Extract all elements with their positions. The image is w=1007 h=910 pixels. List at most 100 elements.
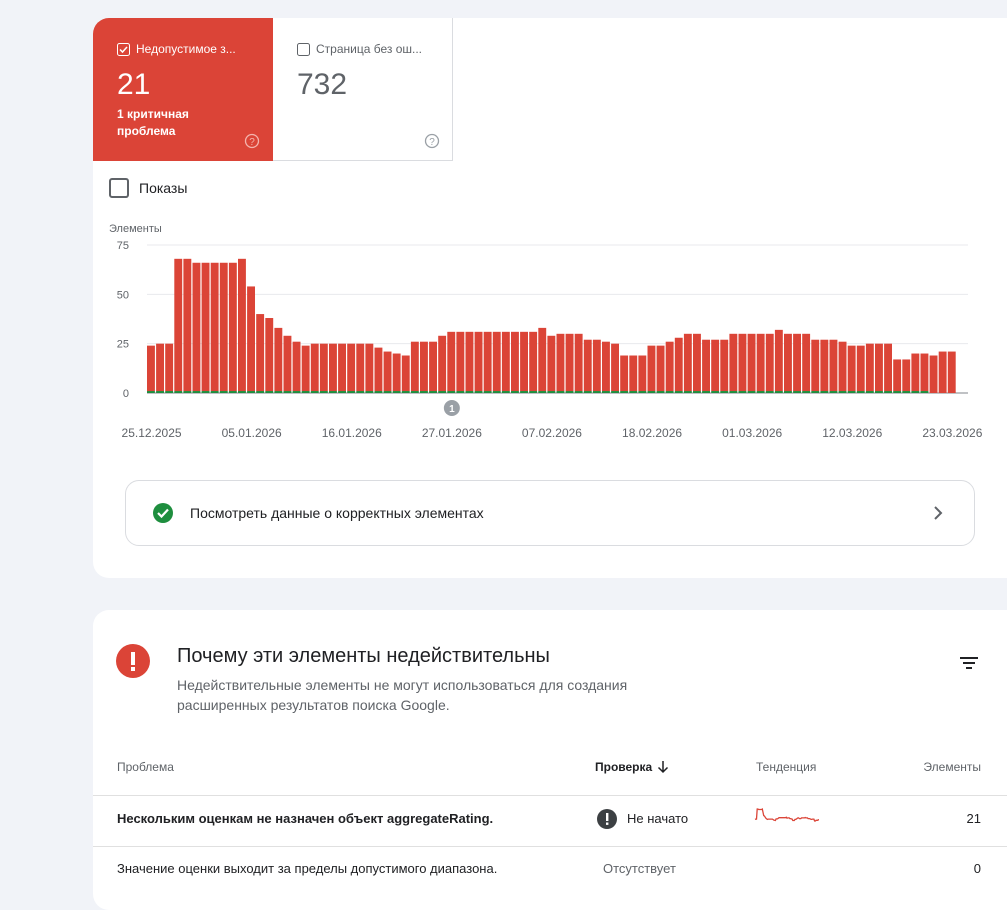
checkbox[interactable] [297,43,310,56]
bar [465,391,474,393]
bar [611,391,619,393]
bar [401,391,410,393]
bar [693,333,701,392]
bar [438,391,447,393]
bar [683,391,692,393]
bar [920,391,929,393]
x-tick-label: 25.12.2025 [122,426,182,440]
bar [829,339,838,392]
bar [547,391,556,393]
bar [629,391,638,393]
bar [165,343,174,392]
bar [884,343,892,392]
bar [893,359,902,392]
impressions-checkbox[interactable] [109,178,129,198]
bar [319,343,328,392]
bar [738,391,747,393]
y-tick-label: 75 [117,240,129,252]
row-status: Отсутствует [603,861,676,876]
bar [856,345,865,392]
bar [683,333,692,392]
annotation-marker[interactable] [443,400,460,416]
bar [420,391,428,393]
bar [802,391,811,393]
bar [765,391,774,393]
bar [629,355,638,392]
bar [410,341,419,392]
bar [265,391,274,393]
bar [538,327,547,392]
row-problem[interactable]: Нескольким оценкам не назначен объект ag… [117,811,494,826]
help-icon[interactable]: ? [244,133,260,149]
valid-link[interactable]: Посмотреть данные о корректных элементах [125,480,975,546]
bar [219,391,228,393]
error-icon [116,644,150,678]
bar [847,345,856,392]
bar [192,262,201,392]
row-divider [93,795,1007,796]
bar [201,391,210,393]
row-count: 21 [966,811,981,826]
bar [174,391,183,393]
bar [156,343,164,392]
bar [720,391,729,393]
y-axis-label: Элементы [109,223,162,235]
bar [301,391,310,393]
bar [256,391,265,393]
bar [647,345,656,392]
bar [265,318,274,392]
bar [511,391,519,393]
bar [902,391,911,393]
bar [756,333,765,392]
bar [429,391,437,393]
trend-line [754,807,819,822]
bar [274,327,283,392]
tile-value: 732 [297,68,348,101]
column-header[interactable]: Проверка [595,760,653,774]
bar [811,339,820,392]
bar [765,333,774,392]
tile-invalid[interactable]: Недопустимое з... 21 1 критичная проблем… [93,18,273,161]
y-tick-label: 50 [117,289,129,301]
filter-icon[interactable] [959,656,979,672]
bar [201,262,210,392]
bar [875,391,883,393]
bar [674,391,683,393]
bar [920,353,929,392]
bar [520,391,528,393]
page: Search Console report {"tiles": [ {"labe… [93,18,1007,910]
bar [228,391,237,393]
tile-valid[interactable]: Страница без ош... 732 ? [273,18,453,161]
bar [447,331,456,392]
y-tick-label: 25 [117,339,129,351]
bar [483,391,492,393]
bar [147,345,155,392]
x-tick-label: 18.02.2026 [622,426,682,440]
bar [865,391,874,393]
page-body: Недопустимое з... 21 1 критичная проблем… [93,18,1007,910]
bar [665,391,674,393]
bar [793,333,801,392]
tile-value: 21 [117,68,151,101]
x-tick-label: 07.02.2026 [522,426,582,440]
bar [793,391,801,393]
valid-link-text: Посмотреть данные о корректных элементах [190,505,484,521]
impressions-label: Показы [139,180,188,196]
bar [511,331,519,392]
bar [620,355,629,392]
status-icon [597,809,617,829]
bar [165,391,174,393]
bar [483,331,492,392]
bar [802,333,811,392]
bar [611,343,619,392]
bar [893,391,902,393]
bar [547,335,556,392]
help-icon[interactable]: ? [424,133,440,149]
bar [228,262,237,392]
bar [365,391,374,393]
checkbox-checked[interactable] [117,43,130,56]
bar [392,391,401,393]
svg-text:?: ? [429,137,435,148]
row-problem[interactable]: Значение оценки выходит за пределы допус… [117,861,498,876]
x-tick-label: 16.01.2026 [322,426,382,440]
